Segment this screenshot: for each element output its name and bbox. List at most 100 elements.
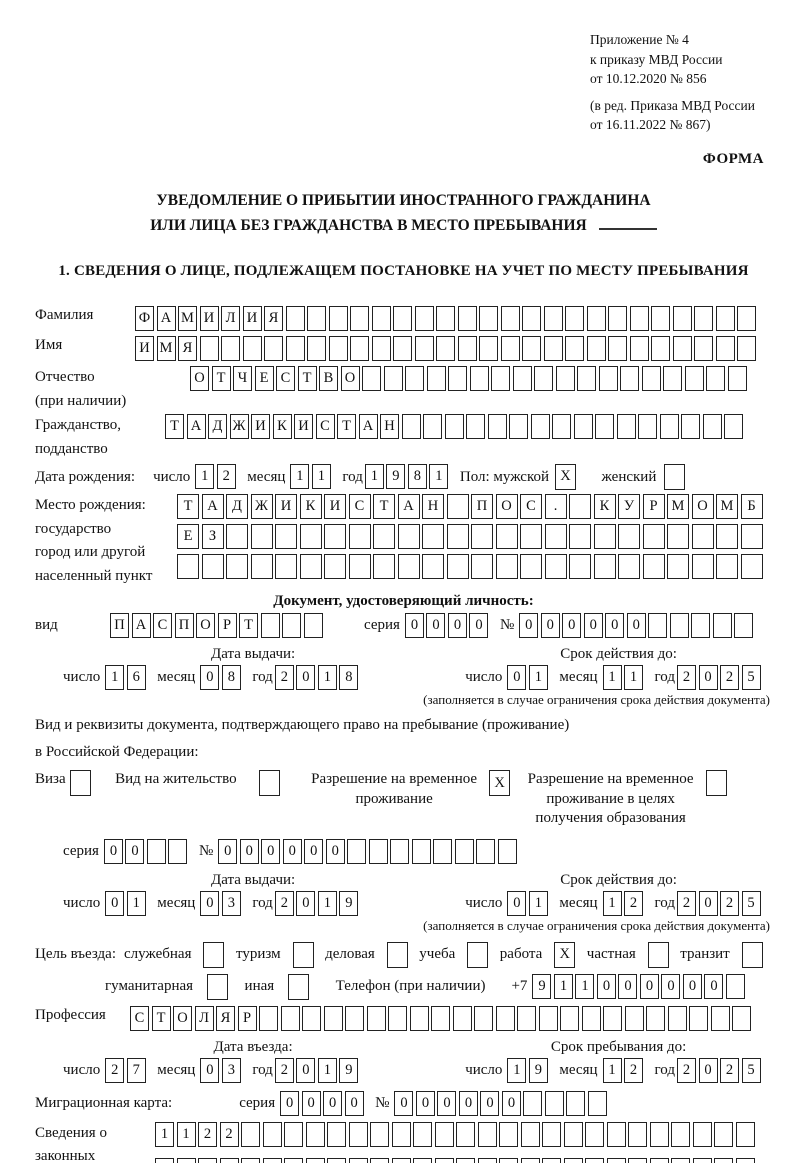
char-cell[interactable]: 0 <box>296 1057 316 1083</box>
char-cell[interactable] <box>586 305 606 331</box>
char-cell[interactable]: С <box>276 365 295 391</box>
char-cell[interactable] <box>520 553 542 579</box>
char-cell[interactable] <box>647 941 669 968</box>
char-cell[interactable]: Ф <box>135 305 154 331</box>
char-cell[interactable] <box>642 523 665 549</box>
char-cell[interactable] <box>629 335 649 361</box>
char-cell[interactable] <box>391 1157 411 1163</box>
char-cell[interactable] <box>288 973 310 1000</box>
char-cell[interactable] <box>664 463 686 490</box>
char-cell[interactable] <box>495 1005 515 1031</box>
char-cell[interactable] <box>737 335 756 361</box>
char-cell[interactable]: С <box>130 1005 149 1031</box>
char-cell[interactable]: 1 <box>575 974 595 1000</box>
char-cell[interactable]: К <box>272 413 292 439</box>
char-cell[interactable] <box>715 335 735 361</box>
char-cell[interactable]: 0 <box>200 890 220 916</box>
char-cell[interactable] <box>241 1157 260 1163</box>
char-cell[interactable] <box>569 493 591 519</box>
char-cell[interactable] <box>397 553 420 579</box>
char-cell[interactable] <box>436 305 455 331</box>
char-cell[interactable]: 2 <box>274 890 294 916</box>
char-cell[interactable] <box>370 1157 389 1163</box>
char-cell[interactable] <box>467 941 489 968</box>
char-cell[interactable]: 2 <box>720 890 739 916</box>
char-cell[interactable] <box>469 365 489 391</box>
char-cell[interactable] <box>348 523 371 549</box>
char-cell[interactable] <box>426 365 446 391</box>
char-cell[interactable]: 0 <box>426 612 446 638</box>
char-cell[interactable] <box>177 553 199 579</box>
char-cell[interactable]: 1 <box>317 1057 337 1083</box>
char-cell[interactable]: 0 <box>682 974 702 1000</box>
char-cell[interactable]: X <box>489 770 511 797</box>
char-cell[interactable]: О <box>340 365 360 391</box>
char-cell[interactable] <box>671 1121 690 1147</box>
char-cell[interactable] <box>495 523 518 549</box>
char-cell[interactable] <box>544 1090 564 1116</box>
char-cell[interactable]: 1 <box>311 464 331 490</box>
char-cell[interactable] <box>347 838 367 864</box>
char-cell[interactable] <box>479 305 498 331</box>
char-cell[interactable] <box>348 553 371 579</box>
char-cell[interactable]: Р <box>217 612 237 638</box>
char-cell[interactable]: И <box>324 493 346 519</box>
char-cell[interactable]: С <box>153 612 172 638</box>
char-cell[interactable]: 0 <box>698 1057 718 1083</box>
char-cell[interactable] <box>327 1157 346 1163</box>
char-cell[interactable]: 0 <box>280 1090 300 1116</box>
char-cell[interactable] <box>370 1121 389 1147</box>
char-cell[interactable] <box>414 335 434 361</box>
char-cell[interactable] <box>706 365 725 391</box>
char-cell[interactable]: 2 <box>219 1121 239 1147</box>
char-cell[interactable]: М <box>667 493 689 519</box>
char-cell[interactable] <box>649 1121 669 1147</box>
char-cell[interactable]: 0 <box>698 664 718 690</box>
char-cell[interactable]: А <box>186 413 206 439</box>
char-cell[interactable] <box>692 1157 712 1163</box>
char-cell[interactable]: В <box>319 365 338 391</box>
char-cell[interactable]: 0 <box>704 974 724 1000</box>
char-cell[interactable] <box>456 1157 475 1163</box>
char-cell[interactable]: 1 <box>195 464 215 490</box>
char-cell[interactable] <box>586 335 606 361</box>
char-cell[interactable]: 0 <box>105 890 125 916</box>
char-cell[interactable]: 0 <box>618 974 638 1000</box>
char-cell[interactable] <box>366 1005 386 1031</box>
char-cell[interactable] <box>560 1005 579 1031</box>
char-cell[interactable] <box>542 1157 561 1163</box>
char-cell[interactable] <box>740 553 763 579</box>
char-cell[interactable]: 1 <box>317 664 337 690</box>
char-cell[interactable] <box>292 941 314 968</box>
char-cell[interactable]: Т <box>297 365 317 391</box>
char-cell[interactable]: И <box>199 305 219 331</box>
char-cell[interactable] <box>606 1121 626 1147</box>
char-cell[interactable] <box>669 612 689 638</box>
char-cell[interactable] <box>608 305 627 331</box>
char-cell[interactable] <box>199 335 219 361</box>
char-cell[interactable]: 0 <box>626 612 646 638</box>
char-cell[interactable] <box>512 365 532 391</box>
char-cell[interactable]: 0 <box>200 1057 220 1083</box>
char-cell[interactable] <box>386 941 408 968</box>
char-cell[interactable]: Я <box>216 1005 235 1031</box>
char-cell[interactable] <box>305 1121 325 1147</box>
char-cell[interactable]: 1 <box>602 664 622 690</box>
char-cell[interactable] <box>305 1157 325 1163</box>
char-cell[interactable] <box>448 365 467 391</box>
char-cell[interactable] <box>207 973 229 1000</box>
char-cell[interactable] <box>691 612 711 638</box>
char-cell[interactable]: 0 <box>404 612 424 638</box>
char-cell[interactable]: А <box>131 612 151 638</box>
char-cell[interactable]: 5 <box>741 1057 761 1083</box>
char-cell[interactable]: 9 <box>528 1057 548 1083</box>
char-cell[interactable] <box>522 335 541 361</box>
char-cell[interactable] <box>638 413 657 439</box>
char-cell[interactable]: Е <box>177 523 199 549</box>
char-cell[interactable] <box>242 335 262 361</box>
char-cell[interactable]: А <box>156 305 176 331</box>
char-cell[interactable]: У <box>618 493 640 519</box>
char-cell[interactable] <box>724 413 743 439</box>
char-cell[interactable]: Я <box>178 335 197 361</box>
char-cell[interactable] <box>672 305 692 331</box>
